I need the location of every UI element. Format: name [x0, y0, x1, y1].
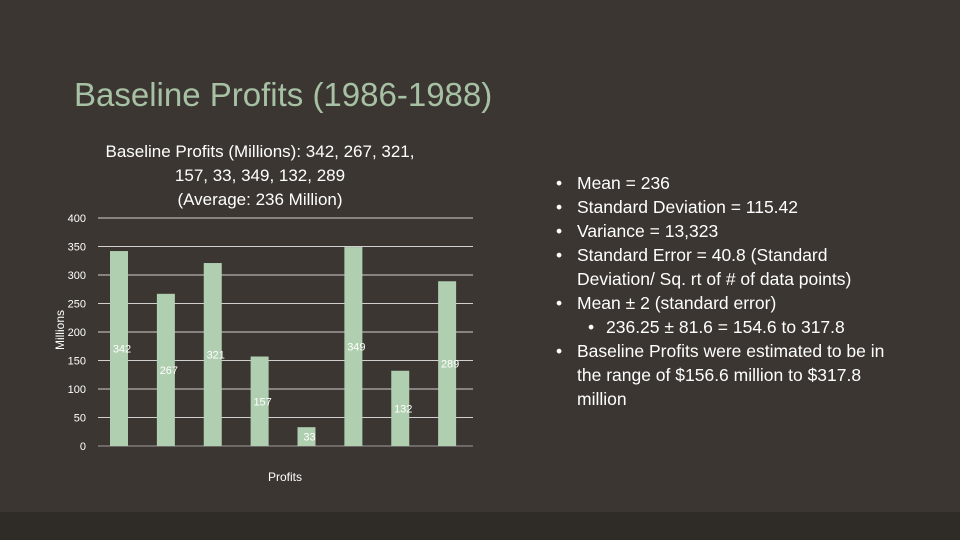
data-label: 289 — [441, 359, 459, 371]
bar — [438, 281, 457, 446]
bar — [297, 427, 316, 446]
bullet-mean-range: Mean ± 2 (standard error) — [550, 291, 910, 315]
data-label: 33 — [303, 432, 315, 444]
y-axis-label: Millions — [53, 310, 67, 350]
data-label: 321 — [207, 350, 225, 362]
y-tick-label: 150 — [68, 356, 86, 368]
chart-title-line: 157, 33, 349, 132, 289 — [174, 166, 346, 185]
chart-title-line: (Average: 236 Million) — [177, 190, 343, 209]
chart-title: Baseline Profits (Millions): 342, 267, 3… — [60, 140, 460, 212]
y-tick-label: 200 — [68, 327, 86, 339]
bullet-variance: Variance = 13,323 — [550, 219, 910, 243]
y-tick-label: 100 — [68, 384, 86, 396]
bar — [250, 356, 269, 446]
bullet-range-calc: 236.25 ± 81.6 = 154.6 to 317.8 — [550, 315, 910, 339]
bar — [344, 247, 363, 446]
y-tick-label: 250 — [68, 299, 86, 311]
bar — [110, 251, 128, 446]
data-label: 157 — [253, 396, 271, 408]
x-axis-label: Profits — [268, 470, 302, 484]
chart-title-line: Baseline Profits (Millions): 342, 267, 3… — [105, 142, 415, 161]
data-label: 349 — [347, 342, 365, 354]
bar — [391, 370, 410, 446]
y-tick-label: 300 — [68, 270, 86, 282]
bullet-std-dev: Standard Deviation = 115.42 — [550, 195, 910, 219]
bullet-conclusion: Baseline Profits were estimated to be in… — [550, 339, 910, 411]
y-tick-label: 0 — [80, 441, 86, 453]
bullet-mean: Mean = 236 — [550, 171, 910, 195]
y-tick-label: 350 — [68, 242, 86, 254]
data-label: 267 — [160, 365, 178, 377]
footer-bar — [0, 512, 960, 540]
statistics-list: Mean = 236 Standard Deviation = 115.42 V… — [550, 171, 910, 411]
slide-title: Baseline Profits (1986-1988) — [74, 76, 493, 113]
bar — [156, 293, 175, 446]
bar — [203, 263, 222, 446]
y-tick-label: 400 — [68, 213, 86, 225]
data-label: 132 — [394, 403, 412, 415]
bullet-std-error: Standard Error = 40.8 (Standard Deviatio… — [550, 243, 910, 291]
y-tick-label: 50 — [74, 413, 86, 425]
data-label: 342 — [113, 344, 131, 356]
